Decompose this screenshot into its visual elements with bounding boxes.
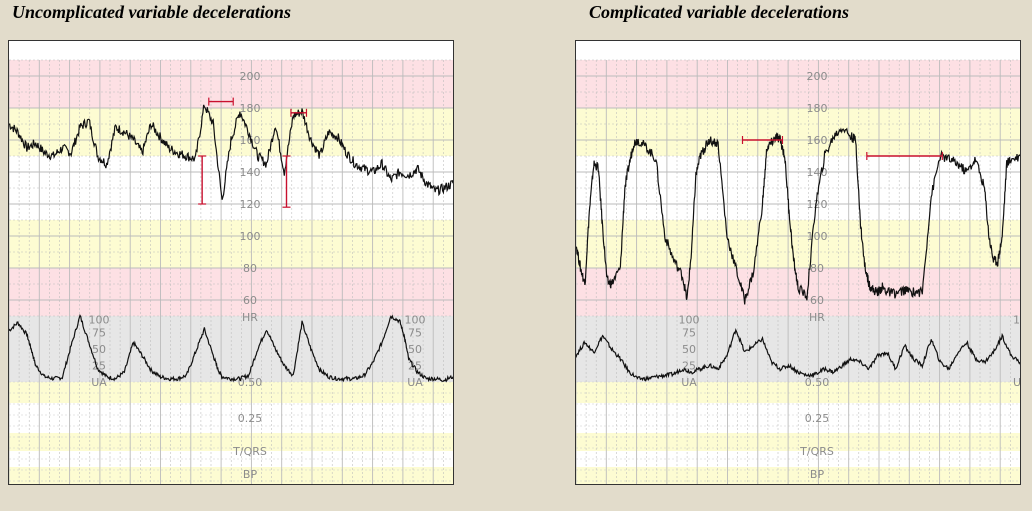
ua-scale-label: 75	[682, 327, 696, 340]
hr-scale-label: 180	[807, 102, 828, 115]
hr-scale-label: HR	[809, 311, 825, 324]
hr-scale-label: 100	[240, 230, 261, 243]
hr-scale-label: 160	[807, 134, 828, 147]
ua-scale-label-right: UA	[1013, 376, 1020, 389]
ctg-strip-complicated: 2001801601401201008060HR100755025UA100UA…	[575, 40, 1021, 485]
aux-scale-label: BP	[810, 468, 825, 481]
ua-scale-label: 50	[92, 343, 106, 356]
chart-title-complicated: Complicated variable decelerations	[589, 2, 849, 22]
hr-scale-label: HR	[242, 311, 258, 324]
chart-title-uncomplicated: Uncomplicated variable decelerations	[12, 2, 291, 22]
hr-scale-label: 60	[810, 294, 824, 307]
ua-scale-label: 100	[679, 313, 700, 326]
ua-trace	[576, 328, 1020, 382]
aux-scale-label: T/QRS	[799, 445, 834, 458]
aux-scale-label: 0.50	[238, 376, 263, 389]
ua-scale-label-right: 100	[405, 313, 426, 326]
ua-scale-label: 100	[89, 313, 110, 326]
ua-trace	[9, 313, 453, 383]
aux-scale-label: 0.25	[805, 412, 830, 425]
ctg-plot-complicated: 2001801601401201008060HR100755025UA100UA…	[576, 59, 1020, 484]
hr-scale-label: 80	[810, 262, 824, 275]
hr-trace	[9, 104, 453, 200]
hr-scale-label: 120	[807, 198, 828, 211]
hr-scale-label: 180	[240, 102, 261, 115]
ua-scale-label: UA	[681, 376, 697, 389]
hr-scale-label: 120	[240, 198, 261, 211]
aux-scale-label: T/QRS	[232, 445, 267, 458]
ctg-strip-uncomplicated: 200 180 160 140 120 100 80 60 HR 100 75 50 25 UA 100 75…	[8, 40, 454, 485]
ua-scale-label-right: 100	[1013, 313, 1020, 326]
ctg-plot-uncomplicated: 2001801601401201008060HR100755025UA10075…	[9, 59, 453, 484]
hr-scale-label: 80	[243, 262, 257, 275]
hr-scale-label: 60	[243, 294, 257, 307]
ua-scale-label: 50	[682, 343, 696, 356]
hr-scale-label: 140	[807, 166, 828, 179]
aux-scale-label: 0.25	[238, 412, 263, 425]
grid	[576, 59, 1020, 484]
hr-scale-label: 200	[240, 70, 261, 83]
ua-scale-label-right: 50	[408, 343, 422, 356]
ua-scale-label: 75	[92, 327, 106, 340]
ua-scale-label-right: 75	[408, 327, 422, 340]
aux-scale-label: BP	[243, 468, 258, 481]
ua-scale-label-right: UA	[407, 376, 423, 389]
hr-scale-label: 140	[240, 166, 261, 179]
hr-scale-label: 160	[240, 134, 261, 147]
ua-scale-label: UA	[91, 376, 107, 389]
grid	[9, 59, 453, 484]
aux-scale-label: 0.50	[805, 376, 830, 389]
hr-scale-label: 200	[807, 70, 828, 83]
hr-trace	[576, 127, 1020, 305]
hr-scale-label: 100	[807, 230, 828, 243]
